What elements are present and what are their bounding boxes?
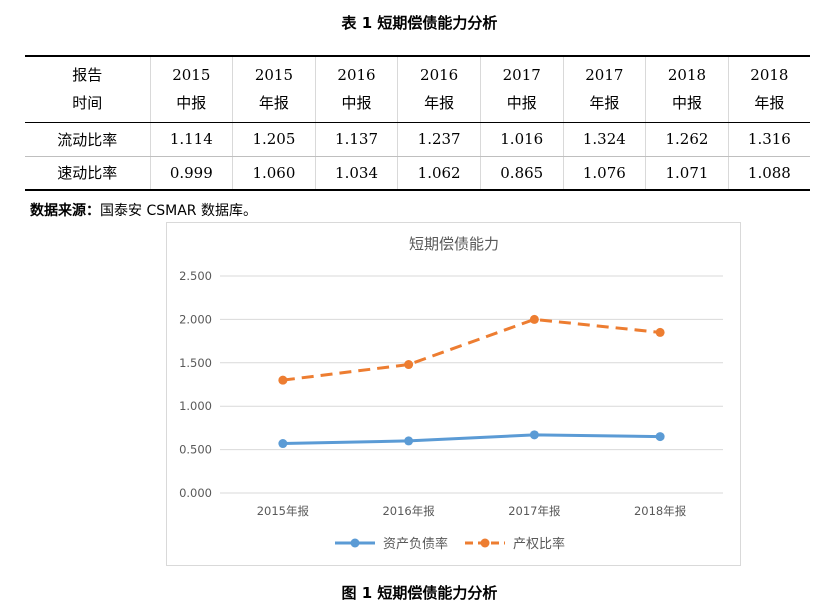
table-header-row: 报告 时间 2015 中报 2015 年报 2016 中报 2016 年报 2017 中报… — [25, 56, 810, 123]
table-cell: 1.016 — [479, 122, 564, 157]
table-cell: 1.137 — [314, 122, 398, 157]
y-tick-label: 2.000 — [179, 312, 212, 326]
table-cell: 1.071 — [645, 156, 729, 191]
table-row-current-ratio: 流动比率 1.114 1.205 1.137 1.237 1.016 1.324… — [25, 122, 810, 157]
header-col-2017-annual: 2017 年报 — [562, 56, 646, 123]
table-cell: 1.062 — [397, 156, 481, 191]
header-col-2017-mid: 2017 中报 — [479, 56, 564, 123]
table-cell: 1.237 — [397, 122, 481, 157]
table-cell: 0.865 — [479, 156, 564, 191]
y-tick-label: 1.500 — [179, 356, 212, 370]
y-tick-label: 1.000 — [179, 399, 212, 413]
table-row-quick-ratio: 速动比率 0.999 1.060 1.034 1.062 0.865 1.076… — [25, 156, 810, 191]
chart-canvas: 短期偿债能力 0.000 0.500 1.000 1.500 2.000 2.500 2015… — [179, 235, 723, 552]
y-tick-label: 0.000 — [179, 486, 212, 500]
figure-caption: 图 1 短期偿债能力分析 — [341, 584, 498, 602]
header-col-2018-mid: 2018 中报 — [645, 56, 729, 123]
series-line-2 — [282, 317, 661, 382]
chart-title: 短期偿债能力 — [409, 235, 499, 253]
legend-marker-2 — [480, 538, 490, 548]
line-chart: 短期偿债能力 0.000 0.500 1.000 1.500 2.000 2.500 2015… — [166, 222, 741, 566]
table-cell: 1.262 — [645, 122, 729, 157]
header-label-line-2: 时间 — [72, 94, 103, 113]
header-col-2015-annual: 2015 年报 — [232, 56, 316, 123]
header-col-2018-annual: 2018 年报 — [727, 56, 810, 123]
y-tick-label: 0.500 — [179, 443, 212, 457]
series-2-point — [529, 314, 539, 324]
row-label: 速动比率 — [25, 156, 150, 191]
table-cell: 1.316 — [727, 122, 810, 157]
header-label-line-1: 报告 — [72, 66, 103, 85]
legend-marker-1 — [350, 538, 360, 548]
table-cell: 1.324 — [562, 122, 646, 157]
table-cell: 1.060 — [232, 156, 316, 191]
table-cell: 1.034 — [314, 156, 398, 191]
series-1-point — [404, 436, 414, 446]
row-label: 流动比率 — [25, 122, 150, 157]
header-col-2016-mid: 2016 中报 — [314, 56, 398, 123]
x-tick-label: 2016年报 — [382, 504, 435, 518]
legend-label-1: 资产负债率 — [383, 536, 448, 552]
source-label: 数据来源： — [30, 203, 100, 219]
table-cell: 1.205 — [232, 122, 316, 157]
series-2-point — [278, 375, 288, 385]
header-label-cell: 报告 时间 — [25, 56, 150, 123]
series-2-point — [404, 360, 414, 370]
source-text: 国泰安 CSMAR 数据库。 — [100, 203, 257, 219]
x-tick-label: 2017年报 — [508, 504, 561, 518]
x-tick-label: 2015年报 — [257, 504, 310, 518]
table-cell: 1.076 — [562, 156, 646, 191]
data-source-note: 数据来源：国泰安 CSMAR 数据库。 — [30, 200, 257, 220]
header-col-2016-annual: 2016 年报 — [397, 56, 481, 123]
y-tick-label: 2.500 — [179, 269, 212, 283]
series-2-point — [655, 327, 665, 337]
x-tick-label: 2018年报 — [634, 504, 687, 518]
series-line-1 — [282, 433, 661, 446]
ratio-table: 报告 时间 2015 中报 2015 年报 2016 中报 2016 年报 2017 中报… — [25, 55, 810, 191]
legend-label-2: 产权比率 — [513, 536, 565, 552]
series-1-point — [278, 439, 288, 449]
table-title: 表 1 短期偿债能力分析 — [341, 14, 498, 32]
table-cell: 1.088 — [727, 156, 810, 191]
table-cell: 0.999 — [149, 156, 233, 191]
series-1-point — [655, 432, 665, 442]
series-1-point — [529, 430, 539, 440]
header-col-2015-mid: 2015 中报 — [149, 56, 233, 123]
table-cell: 1.114 — [149, 122, 233, 157]
